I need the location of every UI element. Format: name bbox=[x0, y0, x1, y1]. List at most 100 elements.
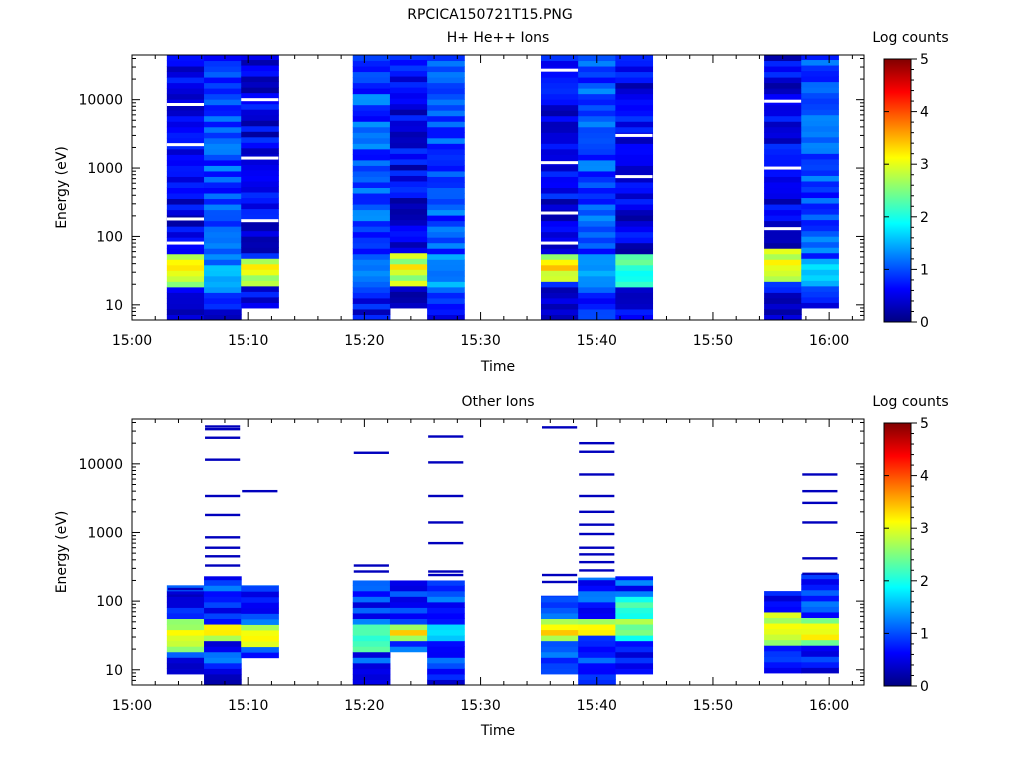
spectrogram-cell bbox=[352, 193, 391, 200]
spectrogram-cell bbox=[615, 187, 654, 194]
spectrogram-cell bbox=[801, 65, 839, 72]
spectrogram-cell bbox=[540, 187, 579, 194]
spectrogram-cell bbox=[615, 303, 654, 310]
spectrogram-cell bbox=[352, 275, 391, 282]
spectrogram-cell bbox=[540, 88, 579, 95]
y-axis-label: Energy (eV) bbox=[54, 146, 70, 229]
spectrogram-cell bbox=[801, 667, 839, 674]
y-tick-label: 10000 bbox=[78, 457, 123, 473]
spectrogram-cell bbox=[241, 214, 279, 221]
spectrogram-cell bbox=[241, 635, 279, 642]
spectrogram-column bbox=[540, 426, 579, 675]
count-line bbox=[205, 536, 241, 539]
spectrogram-cell bbox=[764, 121, 802, 128]
spectrogram-cell bbox=[540, 629, 579, 636]
spectrogram-cell bbox=[166, 635, 205, 642]
spectrogram-cell bbox=[241, 208, 279, 215]
data-gap-line bbox=[540, 211, 579, 215]
spectrogram-cell bbox=[801, 291, 839, 298]
spectrogram-cell bbox=[615, 253, 654, 260]
spectrogram-cell bbox=[578, 601, 616, 608]
spectrogram-cell bbox=[801, 584, 839, 591]
count-line bbox=[428, 494, 464, 498]
spectrogram-cell bbox=[801, 59, 839, 66]
spectrogram-cell bbox=[801, 573, 839, 580]
spectrogram-cell bbox=[427, 612, 465, 619]
spectrogram-cell bbox=[204, 170, 242, 177]
spectrogram-cell bbox=[540, 292, 579, 299]
spectrogram-cell bbox=[764, 204, 802, 211]
spectrogram-cell bbox=[389, 103, 428, 110]
spectrogram-cell bbox=[427, 297, 465, 304]
spectrogram-cell bbox=[166, 640, 205, 647]
spectrogram-cell bbox=[389, 169, 428, 176]
spectrogram-column bbox=[241, 489, 279, 659]
spectrogram-cell bbox=[166, 132, 205, 139]
spectrogram-cell bbox=[427, 640, 465, 647]
spectrogram-cell bbox=[166, 308, 205, 315]
panel-title: H+ He++ Ions bbox=[447, 30, 550, 46]
spectrogram-cell bbox=[241, 158, 279, 165]
spectrogram-cell bbox=[615, 137, 654, 144]
spectrogram-cell bbox=[578, 204, 616, 211]
spectrogram-cell bbox=[615, 657, 654, 664]
spectrogram-cell bbox=[166, 286, 205, 293]
spectrogram-cell bbox=[578, 110, 616, 117]
spectrogram-cell bbox=[540, 297, 579, 304]
spectrogram-cell bbox=[764, 148, 802, 155]
spectrogram-cell bbox=[540, 55, 579, 62]
spectrogram-cell bbox=[615, 585, 654, 592]
spectrogram-cell bbox=[204, 88, 242, 95]
spectrogram-cell bbox=[427, 193, 465, 200]
spectrogram-cell bbox=[764, 591, 802, 596]
spectrogram-cell bbox=[241, 230, 279, 237]
spectrogram-cell bbox=[166, 159, 205, 166]
spectrogram-cell bbox=[764, 661, 802, 668]
spectrogram-cell bbox=[427, 165, 465, 172]
spectrogram-cell bbox=[352, 115, 391, 122]
spectrogram-cell bbox=[764, 617, 802, 624]
spectrogram-cell bbox=[578, 585, 616, 592]
spectrogram-column bbox=[427, 435, 465, 686]
spectrogram-cell bbox=[764, 611, 802, 618]
spectrogram-cell bbox=[241, 65, 279, 72]
spectrogram-cell bbox=[801, 125, 839, 132]
spectrogram-cell bbox=[166, 601, 205, 608]
spectrogram-cell bbox=[427, 220, 465, 227]
spectrogram-cell bbox=[427, 231, 465, 238]
spectrogram-cell bbox=[764, 170, 802, 177]
spectrogram-cell bbox=[204, 93, 242, 100]
spectrogram-cell bbox=[241, 98, 279, 105]
count-line bbox=[205, 427, 241, 431]
count-line bbox=[428, 573, 464, 577]
spectrogram-cell bbox=[615, 286, 654, 293]
spectrogram-cell bbox=[389, 175, 428, 182]
spectrogram-cell bbox=[204, 165, 242, 172]
spectrogram-cell bbox=[540, 71, 579, 78]
spectrogram-cell bbox=[801, 175, 839, 182]
colorbar-tick-label: 2 bbox=[920, 574, 929, 590]
spectrogram-cell bbox=[352, 646, 391, 653]
colorbar-tick-label: 0 bbox=[920, 315, 929, 331]
count-line bbox=[579, 546, 615, 549]
spectrogram-cell bbox=[427, 159, 465, 166]
spectrogram-cell bbox=[352, 137, 391, 144]
spectrogram-cell bbox=[352, 253, 391, 260]
spectrogram-cell bbox=[352, 259, 391, 266]
spectrogram-cell bbox=[615, 612, 654, 619]
spectrogram-cell bbox=[204, 231, 242, 238]
spectrogram-cell bbox=[389, 153, 428, 160]
spectrogram-cell bbox=[540, 193, 579, 200]
spectrogram-cell bbox=[615, 215, 654, 222]
spectrogram-cell bbox=[352, 187, 391, 194]
spectrogram-cell bbox=[578, 624, 616, 631]
spectrogram-cell bbox=[427, 99, 465, 106]
spectrogram-cell bbox=[615, 259, 654, 266]
spectrogram-cell bbox=[764, 286, 802, 293]
spectrogram-cell bbox=[352, 264, 391, 271]
spectrogram-cell bbox=[352, 612, 391, 619]
spectrogram-cell bbox=[204, 679, 242, 686]
y-tick-label: 100 bbox=[96, 594, 123, 610]
spectrogram-cell bbox=[241, 114, 279, 121]
spectrogram-cell bbox=[166, 148, 205, 155]
